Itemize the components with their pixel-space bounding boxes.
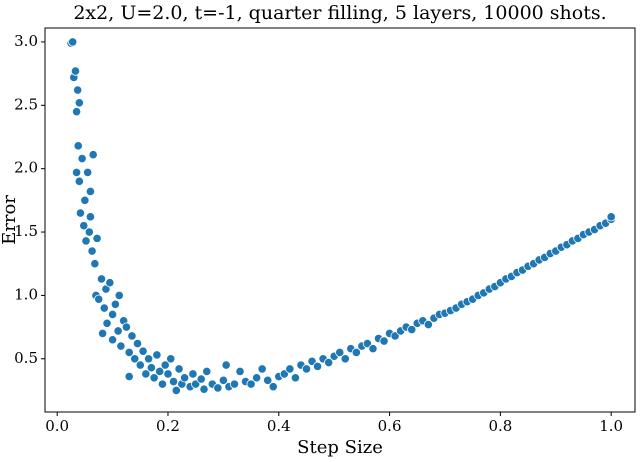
point: [301, 364, 312, 374]
x-tick-label: 0.0: [45, 417, 69, 435]
point: [135, 360, 145, 370]
point: [79, 221, 89, 231]
point: [73, 85, 83, 95]
point: [149, 373, 159, 383]
point: [138, 346, 148, 356]
point: [124, 371, 134, 382]
point: [96, 274, 107, 284]
point: [130, 354, 140, 364]
chart-title: 2x2, U=2.0, t=-1, quarter filling, 5 lay…: [73, 2, 606, 24]
point: [68, 37, 78, 47]
point: [335, 347, 345, 358]
x-tick-label: 0.8: [488, 417, 512, 435]
point: [85, 186, 96, 197]
point: [71, 107, 82, 117]
point: [163, 369, 173, 379]
point: [116, 341, 126, 351]
point: [218, 375, 228, 385]
point: [263, 375, 273, 385]
point: [114, 290, 124, 301]
point: [70, 66, 81, 76]
point: [74, 98, 84, 108]
point: [174, 364, 184, 374]
point: [124, 347, 134, 358]
point: [94, 294, 104, 304]
y-tick-label: 2.0: [14, 159, 38, 177]
point: [85, 212, 96, 222]
point: [166, 354, 176, 364]
point: [77, 153, 87, 164]
point: [423, 319, 433, 330]
point: [88, 150, 98, 160]
point: [105, 278, 115, 288]
x-tick-label: 0.6: [378, 417, 402, 435]
point: [127, 331, 137, 341]
point: [235, 366, 245, 377]
point: [99, 303, 109, 313]
point: [324, 357, 334, 368]
point: [268, 382, 278, 392]
point: [606, 212, 616, 222]
point: [312, 361, 323, 371]
point: [229, 379, 240, 389]
point: [74, 176, 84, 186]
point: [246, 379, 256, 389]
point: [113, 326, 123, 336]
x-tick-label: 0.2: [156, 417, 180, 435]
point: [188, 369, 198, 379]
point: [83, 167, 93, 178]
point: [121, 322, 132, 332]
x-tick-label: 1.0: [599, 417, 623, 435]
point: [110, 299, 120, 309]
point: [75, 208, 86, 218]
point: [132, 338, 143, 349]
point: [71, 167, 82, 178]
y-tick-label: 1.5: [14, 222, 38, 240]
point: [141, 369, 151, 379]
point: [368, 344, 378, 354]
point: [146, 363, 156, 373]
point: [84, 227, 94, 237]
point: [168, 376, 179, 387]
y-tick-label: 2.5: [14, 95, 38, 113]
point: [143, 354, 154, 364]
point: [160, 360, 170, 370]
point: [92, 233, 102, 243]
point: [199, 384, 209, 394]
x-tick-label: 0.4: [267, 417, 291, 435]
point: [157, 379, 168, 389]
point: [379, 336, 389, 346]
point: [196, 374, 206, 384]
y-tick-label: 3.0: [14, 32, 38, 50]
point: [90, 259, 100, 269]
point: [102, 318, 112, 328]
point: [285, 364, 295, 374]
point: [257, 364, 267, 374]
point: [290, 373, 301, 383]
plot-frame: [44, 27, 636, 413]
point: [351, 347, 361, 358]
y-tick-label: 1.0: [14, 285, 38, 303]
point: [252, 373, 262, 383]
point: [180, 373, 190, 383]
point: [87, 246, 97, 256]
y-axis-title: Error: [0, 195, 20, 245]
point: [152, 350, 162, 360]
point: [107, 309, 118, 320]
point: [80, 195, 90, 205]
y-tick-label: 0.5: [14, 349, 38, 367]
point: [81, 236, 91, 246]
x-axis-title: Step Size: [297, 437, 383, 458]
point: [340, 354, 350, 364]
point: [407, 325, 417, 335]
point: [213, 383, 223, 393]
point: [107, 335, 118, 345]
point: [221, 360, 231, 370]
point: [98, 328, 108, 339]
point: [155, 366, 165, 377]
point: [202, 366, 212, 377]
point: [73, 141, 83, 151]
point: [171, 385, 181, 396]
